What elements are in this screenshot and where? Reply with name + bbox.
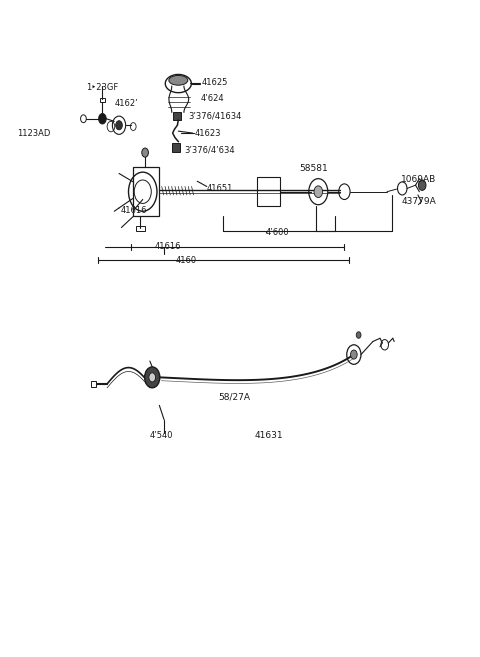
Circle shape	[144, 367, 160, 388]
Text: 4’540: 4’540	[150, 432, 173, 440]
Circle shape	[116, 121, 122, 130]
Ellipse shape	[169, 76, 188, 85]
Circle shape	[98, 114, 106, 124]
Circle shape	[350, 350, 357, 359]
Text: 3’376/4’634: 3’376/4’634	[184, 145, 235, 154]
Text: 4162’: 4162’	[114, 99, 138, 108]
Circle shape	[314, 186, 323, 198]
Circle shape	[142, 148, 148, 157]
Text: 41616: 41616	[120, 206, 147, 215]
Text: 4’624: 4’624	[201, 94, 225, 103]
Text: 58/27A: 58/27A	[219, 392, 251, 401]
Text: 41623: 41623	[195, 129, 221, 137]
Circle shape	[419, 180, 426, 191]
FancyBboxPatch shape	[173, 112, 181, 120]
Text: 41616: 41616	[155, 242, 181, 251]
Text: 1123AD: 1123AD	[17, 129, 50, 137]
Text: 43779A: 43779A	[401, 197, 436, 206]
Text: 58581: 58581	[300, 164, 328, 173]
Text: 41631: 41631	[254, 432, 283, 440]
FancyBboxPatch shape	[172, 143, 180, 152]
Text: 4160: 4160	[176, 256, 197, 265]
Text: 41625: 41625	[202, 78, 228, 87]
Text: 4’600: 4’600	[266, 227, 290, 237]
Circle shape	[149, 373, 156, 382]
Text: 1‣23GF: 1‣23GF	[86, 83, 118, 92]
Text: 41651: 41651	[207, 184, 233, 193]
Text: 3’376/41634: 3’376/41634	[188, 112, 241, 121]
Text: 1069AB: 1069AB	[401, 175, 437, 185]
Circle shape	[356, 332, 361, 338]
